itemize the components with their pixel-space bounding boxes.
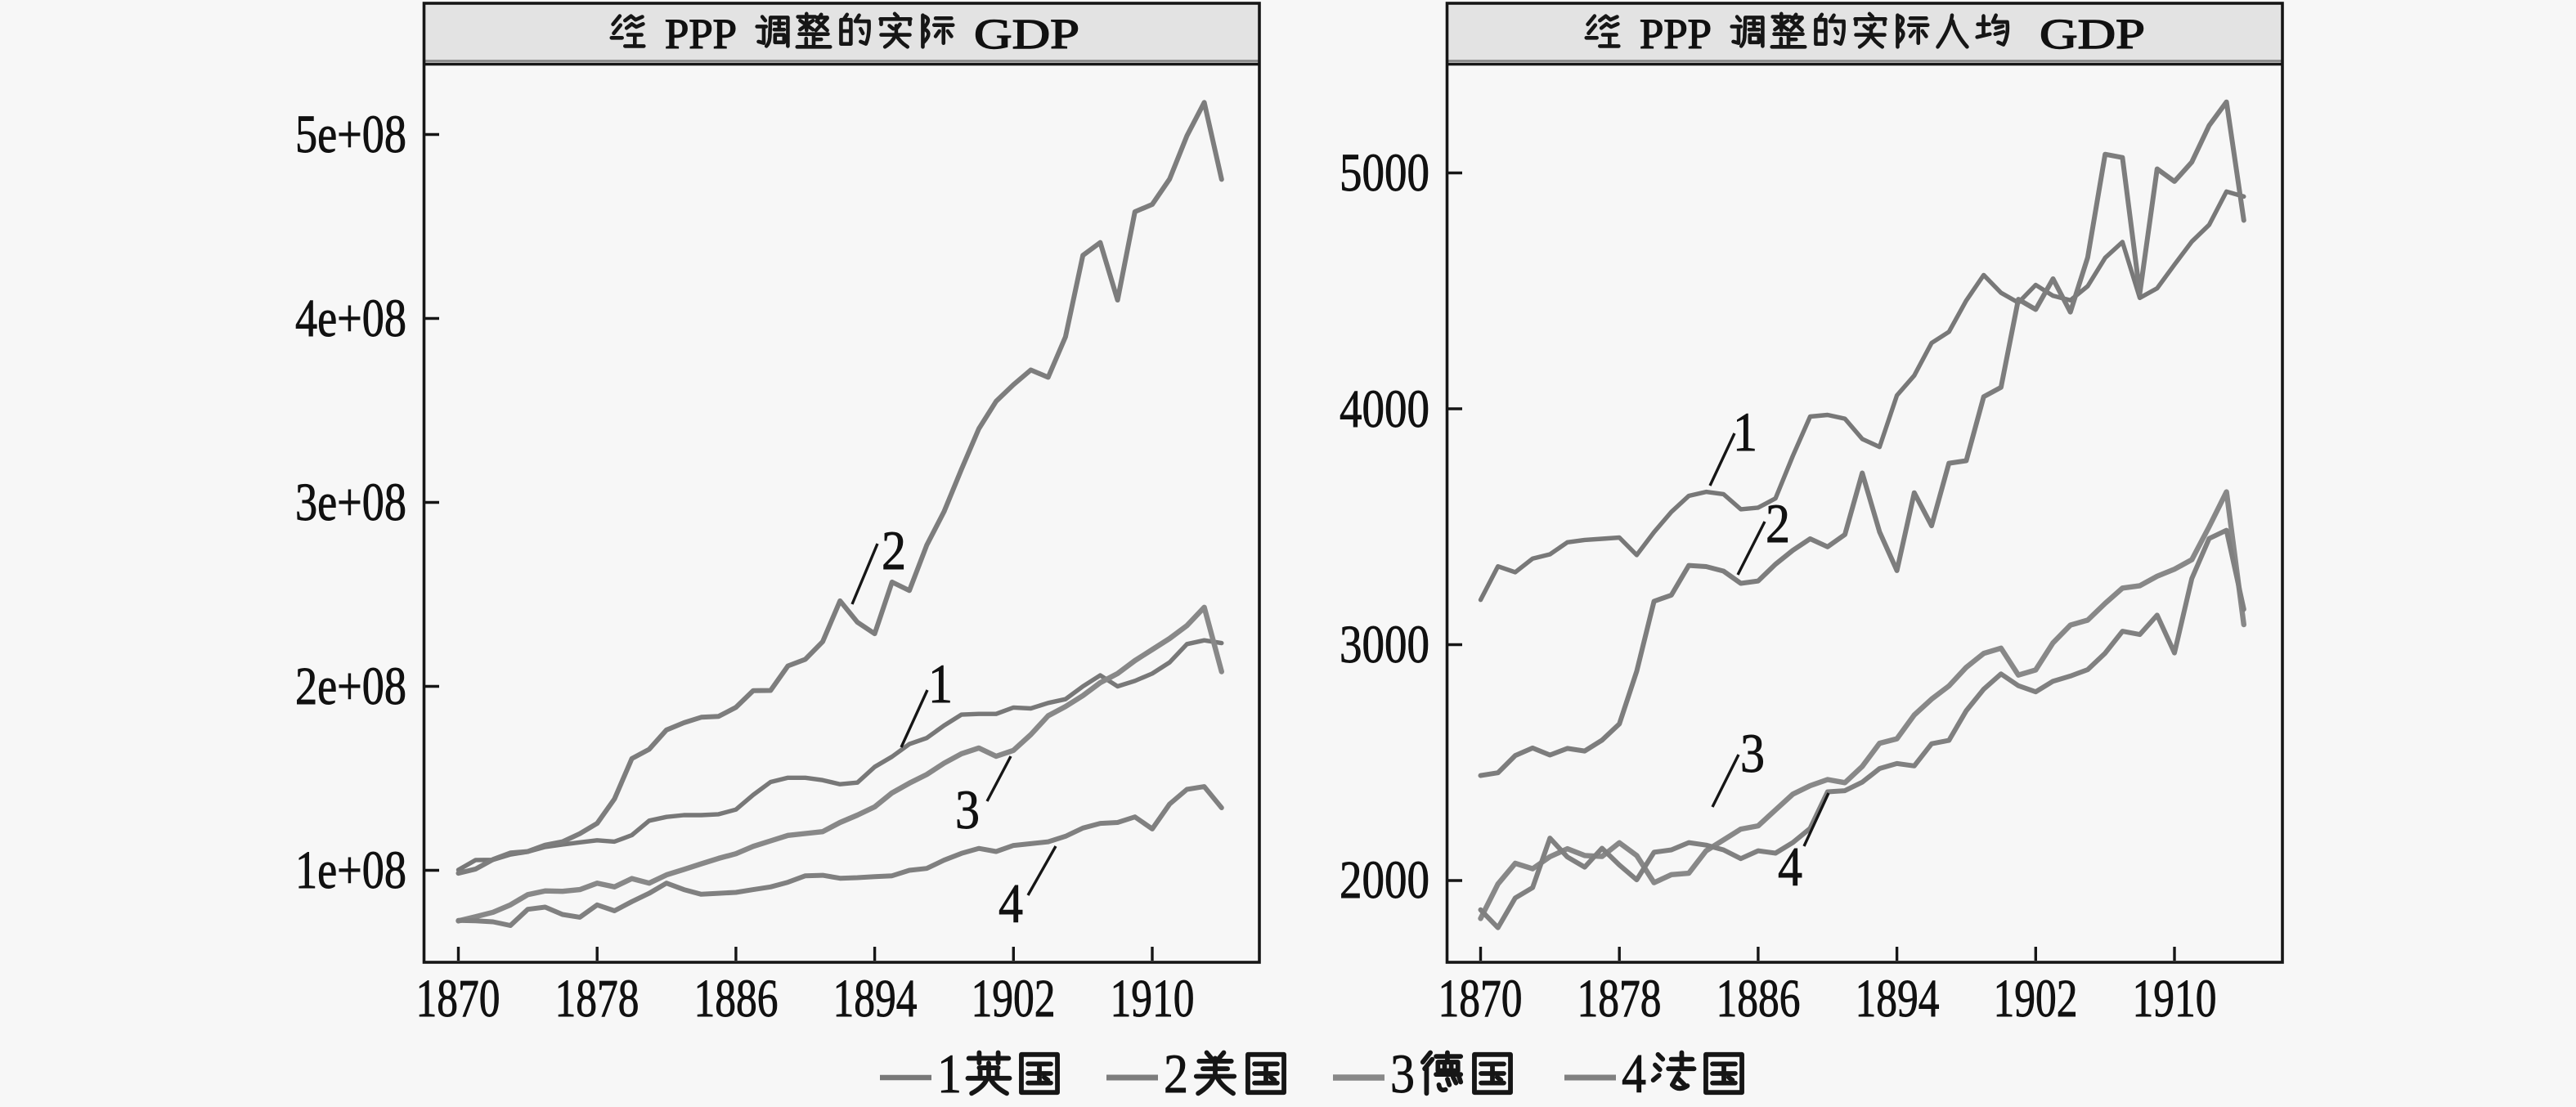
svg-text:2: 2 bbox=[1164, 1042, 1188, 1105]
svg-text:GDP: GDP bbox=[974, 11, 1079, 58]
svg-text:2000: 2000 bbox=[1340, 850, 1429, 910]
svg-text:5000: 5000 bbox=[1340, 143, 1429, 203]
svg-text:1878: 1878 bbox=[555, 969, 640, 1029]
svg-text:1886: 1886 bbox=[694, 969, 779, 1029]
svg-text:3: 3 bbox=[1740, 722, 1765, 784]
svg-text:4e+08: 4e+08 bbox=[295, 289, 406, 348]
svg-text:1: 1 bbox=[928, 652, 953, 715]
svg-text:1870: 1870 bbox=[1438, 969, 1523, 1029]
svg-text:PPP: PPP bbox=[1640, 11, 1712, 58]
svg-text:1e+08: 1e+08 bbox=[295, 840, 406, 900]
svg-text:3: 3 bbox=[1390, 1042, 1415, 1105]
svg-text:1: 1 bbox=[1733, 401, 1757, 463]
svg-text:2: 2 bbox=[1766, 492, 1790, 554]
svg-text:5e+08: 5e+08 bbox=[295, 105, 406, 164]
svg-text:2e+08: 2e+08 bbox=[295, 657, 406, 716]
svg-text:1910: 1910 bbox=[2133, 969, 2217, 1029]
svg-text:1886: 1886 bbox=[1717, 969, 1801, 1029]
svg-text:PPP: PPP bbox=[665, 11, 737, 58]
svg-text:1894: 1894 bbox=[833, 969, 918, 1029]
svg-text:1870: 1870 bbox=[416, 969, 500, 1029]
svg-text:3: 3 bbox=[955, 778, 980, 840]
svg-text:3000: 3000 bbox=[1340, 615, 1429, 675]
svg-text:1902: 1902 bbox=[972, 969, 1056, 1029]
svg-text:4: 4 bbox=[1778, 836, 1802, 898]
svg-text:4: 4 bbox=[1622, 1042, 1646, 1105]
svg-text:1910: 1910 bbox=[1111, 969, 1195, 1029]
svg-text:4000: 4000 bbox=[1340, 379, 1429, 439]
svg-text:2: 2 bbox=[882, 519, 906, 581]
svg-text:GDP: GDP bbox=[2040, 11, 2145, 58]
svg-text:1902: 1902 bbox=[1994, 969, 2078, 1029]
svg-text:1894: 1894 bbox=[1856, 969, 1940, 1029]
svg-text:3e+08: 3e+08 bbox=[295, 473, 406, 532]
svg-text:1: 1 bbox=[937, 1042, 962, 1105]
svg-text:1878: 1878 bbox=[1577, 969, 1662, 1029]
svg-text:4: 4 bbox=[999, 872, 1023, 934]
